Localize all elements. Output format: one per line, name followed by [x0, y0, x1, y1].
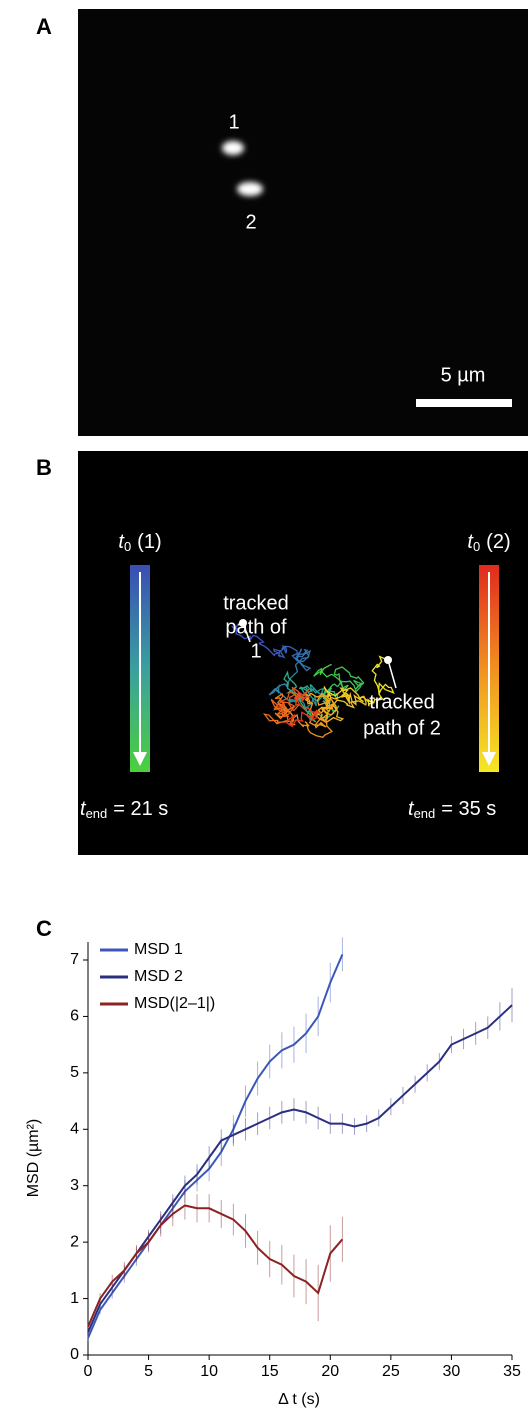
- track: [291, 686, 303, 712]
- time-label: t0 (1): [118, 531, 161, 554]
- x-tick-label: 30: [443, 1363, 461, 1380]
- track: [319, 663, 332, 676]
- track: [304, 706, 322, 720]
- x-tick-label: 25: [382, 1363, 400, 1380]
- track: [258, 642, 286, 659]
- track: [291, 648, 310, 663]
- x-tick-label: 10: [200, 1363, 218, 1380]
- note: path of 2: [363, 717, 441, 739]
- scale-bar: [416, 399, 512, 407]
- micrograph: [78, 9, 528, 436]
- note: path of: [225, 616, 287, 638]
- x-axis-title: Δ t (s): [278, 1391, 320, 1408]
- y-tick-label: 0: [70, 1346, 79, 1363]
- track: [278, 644, 298, 655]
- track: [321, 696, 338, 721]
- x-tick-label: 20: [321, 1363, 339, 1380]
- y-tick-label: 4: [70, 1121, 79, 1138]
- y-tick-label: 3: [70, 1177, 79, 1194]
- spot: [222, 141, 244, 155]
- panel-label: A: [36, 14, 52, 39]
- track: [230, 621, 265, 644]
- track: [334, 695, 367, 709]
- track: [283, 670, 298, 697]
- track: [316, 692, 335, 710]
- panel-label: B: [36, 455, 52, 480]
- x-tick-label: 0: [84, 1363, 93, 1380]
- y-tick-label: 2: [70, 1233, 79, 1250]
- tracks: [230, 621, 395, 739]
- time-label: tend = 21 s: [80, 798, 168, 821]
- track: [270, 698, 290, 723]
- note: tracked: [369, 691, 435, 713]
- pointer: [387, 659, 397, 689]
- spot-label: 2: [245, 211, 256, 233]
- series-line: [87, 953, 344, 1339]
- pointer-dot: [384, 656, 392, 664]
- track: [337, 679, 365, 693]
- spot: [237, 182, 263, 196]
- note: tracked: [223, 592, 289, 614]
- scale-label: 5 µm: [441, 364, 486, 386]
- track: [273, 691, 297, 714]
- arrow-head: [133, 752, 147, 766]
- spot-label: 1: [228, 111, 239, 133]
- x-tick-label: 35: [503, 1363, 521, 1380]
- track: [304, 717, 334, 739]
- track: [295, 649, 312, 672]
- pointer-dot: [239, 619, 247, 627]
- y-tick-label: 5: [70, 1064, 79, 1081]
- y-tick-label: 1: [70, 1290, 79, 1307]
- y-axis-title: MSD (µm²): [25, 1119, 42, 1198]
- track-image: [78, 451, 528, 855]
- track: [285, 711, 318, 728]
- time-label: t0 (2): [467, 531, 510, 554]
- panel-label: C: [36, 916, 52, 941]
- track: [268, 664, 299, 696]
- track: [326, 687, 350, 700]
- x-tick-label: 15: [261, 1363, 279, 1380]
- track: [262, 713, 295, 725]
- y-tick-label: 6: [70, 1008, 79, 1025]
- track: [296, 688, 311, 711]
- track: [373, 682, 395, 704]
- track: [317, 702, 345, 724]
- x-tick-label: 5: [144, 1363, 153, 1380]
- y-tick-label: 7: [70, 951, 79, 968]
- series-line: [87, 1204, 344, 1328]
- note: 1: [250, 640, 261, 662]
- time-label: tend = 35 s: [408, 798, 496, 821]
- legend-label: MSD(|2–1|): [134, 995, 215, 1012]
- track: [274, 701, 296, 718]
- arrow-head: [482, 752, 496, 766]
- legend-label: MSD 2: [134, 968, 183, 985]
- legend-label: MSD 1: [134, 941, 183, 958]
- series-line: [87, 1004, 513, 1333]
